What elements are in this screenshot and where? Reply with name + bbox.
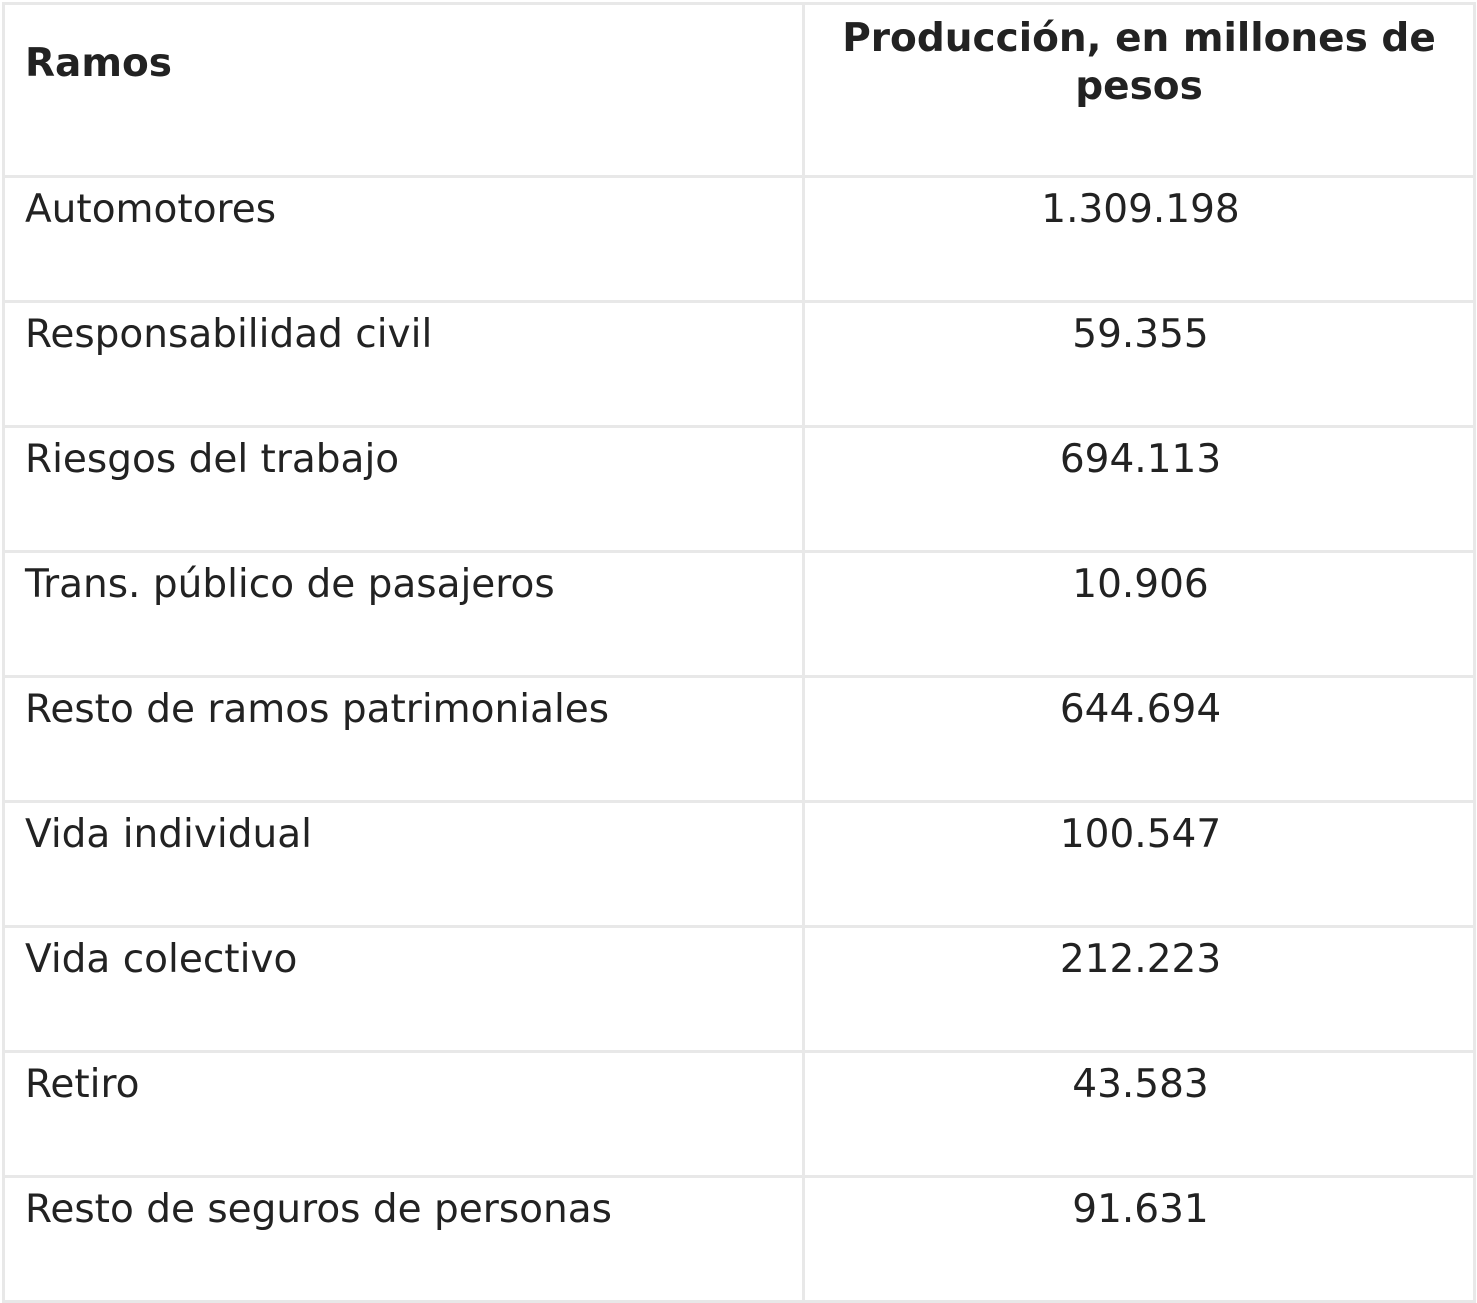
table-row: Automotores 1.309.198 [2,175,1476,303]
ramo-cell: Retiro [2,1050,805,1178]
table-row: Retiro 43.583 [2,1050,1476,1178]
column-header-ramos-label: Ramos [25,41,172,86]
table-row: Resto de seguros de personas 91.631 [2,1175,1476,1303]
value-cell: 43.583 [802,1050,1476,1178]
value-cell: 1.309.198 [802,175,1476,303]
value-cell: 10.906 [802,550,1476,678]
ramo-cell: Vida individual [2,800,805,928]
value-cell: 694.113 [802,425,1476,553]
value-cell: 212.223 [802,925,1476,1053]
ramo-cell: Riesgos del trabajo [2,425,805,553]
table-header-row: Ramos Producción, en millones de pesos [2,2,1476,178]
table-row: Vida colectivo 212.223 [2,925,1476,1053]
ramo-cell: Automotores [2,175,805,303]
table-row: Riesgos del trabajo 694.113 [2,425,1476,553]
value-cell: 644.694 [802,675,1476,803]
column-header-ramos: Ramos [2,2,805,178]
ramo-cell: Resto de ramos patrimoniales [2,675,805,803]
ramo-cell: Responsabilidad civil [2,300,805,428]
table-row: Resto de ramos patrimoniales 644.694 [2,675,1476,803]
ramo-cell: Trans. público de pasajeros [2,550,805,678]
table-row: Vida individual 100.547 [2,800,1476,928]
value-cell: 91.631 [802,1175,1476,1303]
ramo-cell: Vida colectivo [2,925,805,1053]
value-cell: 59.355 [802,300,1476,428]
ramo-cell: Resto de seguros de personas [2,1175,805,1303]
table-row: Trans. público de pasajeros 10.906 [2,550,1476,678]
column-header-produccion: Producción, en millones de pesos [802,2,1476,178]
table-row: Responsabilidad civil 59.355 [2,300,1476,428]
value-cell: 100.547 [802,800,1476,928]
